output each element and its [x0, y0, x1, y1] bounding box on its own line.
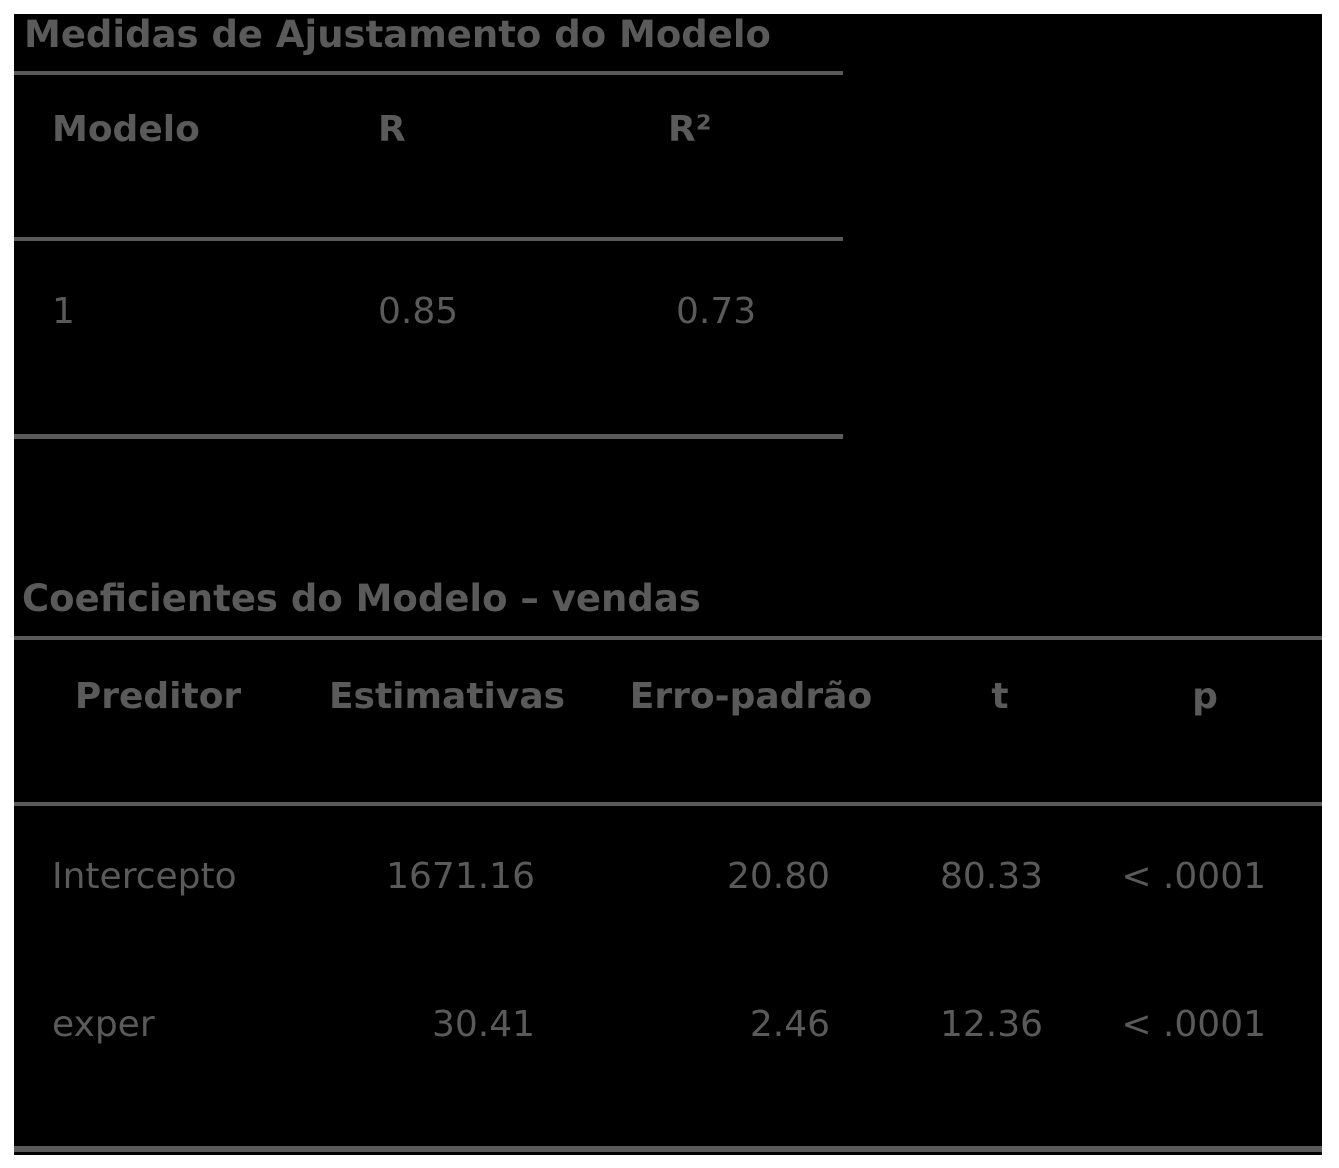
column-header: p [1192, 676, 1218, 717]
cell: 2.46 [749, 1004, 830, 1045]
cell: 80.33 [939, 856, 1043, 897]
column-header: t [991, 676, 1009, 717]
column-header: R² [668, 109, 712, 150]
cell: exper [52, 1004, 155, 1045]
table-title: Medidas de Ajustamento do Modelo [24, 13, 771, 56]
column-header: Estimativas [328, 676, 566, 717]
cell: < .0001 [1121, 1004, 1266, 1045]
column-header: Modelo [52, 109, 200, 150]
divider [14, 1146, 1322, 1152]
cell: 0.73 [676, 291, 757, 332]
divider [14, 802, 1322, 806]
table-title: Coeficientes do Modelo – vendas [22, 577, 701, 620]
column-header: R [378, 109, 406, 150]
column-header: Erro-padrão [629, 676, 873, 717]
cell: 1671.16 [386, 856, 535, 897]
results-panel [14, 14, 1322, 1155]
divider [14, 636, 1322, 640]
cell: 1 [52, 291, 75, 332]
cell: 20.80 [726, 856, 830, 897]
cell: 12.36 [939, 1004, 1043, 1045]
cell: Intercepto [52, 856, 237, 897]
cell: < .0001 [1121, 856, 1266, 897]
column-header: Preditor [74, 676, 242, 717]
divider [14, 71, 843, 75]
cell: 0.85 [378, 291, 459, 332]
divider [14, 434, 843, 439]
divider [14, 237, 843, 241]
cell: 30.41 [431, 1004, 535, 1045]
